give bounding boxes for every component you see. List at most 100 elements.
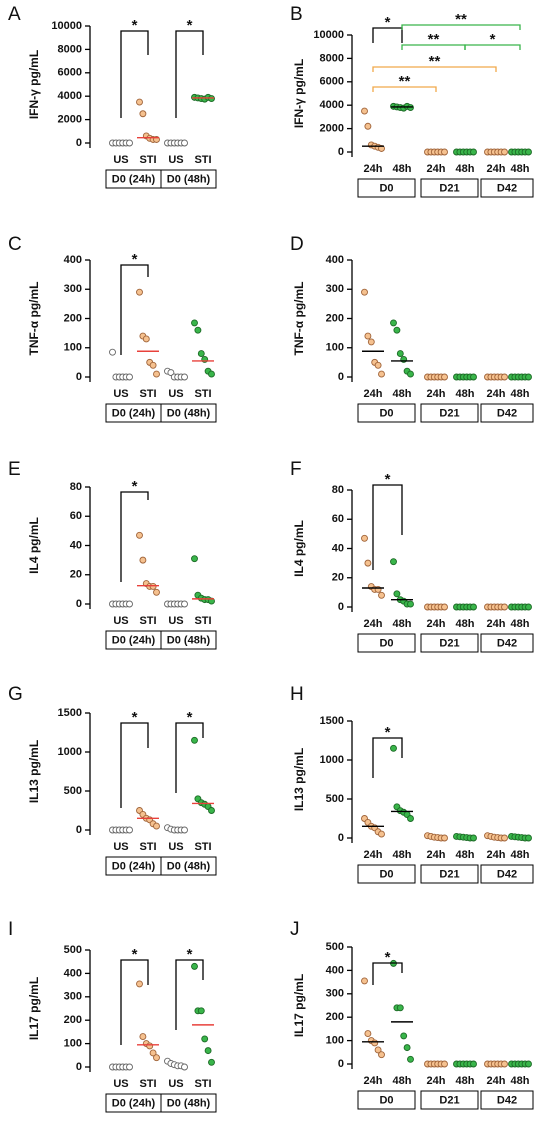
group-label: D0 — [379, 1094, 393, 1106]
x-tick-label: 48h — [456, 849, 475, 861]
panel-letter: B — [290, 4, 303, 25]
data-point — [149, 583, 157, 590]
significance-label: ** — [429, 53, 441, 70]
panel-letter: G — [8, 684, 23, 705]
y-tick-label: 400 — [64, 254, 82, 266]
x-tick-label: US — [113, 1078, 128, 1090]
y-tick-label: 0 — [338, 146, 344, 158]
x-tick-label: 48h — [456, 618, 475, 630]
y-tick-label: 60 — [70, 510, 82, 522]
y-tick-label: 10000 — [51, 20, 82, 32]
x-tick-label: STI — [194, 615, 211, 627]
data-point — [197, 1007, 205, 1015]
data-point — [181, 600, 188, 608]
significance-label: * — [132, 478, 138, 495]
x-tick-label: 24h — [364, 388, 383, 400]
data-point — [361, 288, 368, 296]
data-point — [181, 826, 188, 834]
data-point — [525, 373, 532, 381]
y-tick-label: 500 — [326, 793, 344, 805]
data-point — [371, 1039, 379, 1047]
y-tick-label: 0 — [338, 1058, 344, 1070]
y-tick-label: 6000 — [320, 76, 344, 88]
group-label: D0 (48h) — [167, 1097, 211, 1109]
data-point — [470, 834, 477, 842]
y-tick-label: 0 — [338, 371, 344, 383]
data-point — [153, 370, 160, 378]
group-label: D0 (24h) — [112, 860, 156, 872]
data-point — [149, 1049, 157, 1057]
x-tick-label: STI — [139, 154, 156, 166]
x-tick-label: US — [168, 388, 183, 400]
group-label: D0 — [379, 182, 393, 194]
x-tick-label: STI — [194, 841, 211, 853]
data-point — [470, 373, 477, 381]
group-box — [357, 1090, 416, 1110]
group-box — [357, 178, 416, 198]
x-tick-label: US — [113, 615, 128, 627]
group-label: D0 (24h) — [112, 634, 156, 646]
x-tick-label: 48h — [511, 163, 530, 175]
y-tick-label: 20 — [332, 572, 344, 584]
data-point — [407, 600, 414, 608]
data-point — [525, 1060, 532, 1068]
group-box — [480, 633, 534, 653]
data-point — [126, 139, 133, 147]
significance-bracket — [372, 66, 497, 72]
data-point — [126, 600, 133, 608]
y-tick-label: 1000 — [58, 746, 82, 758]
y-tick-label: 0 — [76, 824, 82, 836]
y-tick-label: 20 — [70, 569, 82, 581]
data-point — [525, 834, 532, 842]
data-point — [153, 822, 160, 830]
data-point — [109, 348, 116, 356]
group-box — [480, 178, 534, 198]
group-box — [357, 633, 416, 653]
y-tick-label: 100 — [326, 342, 344, 354]
y-axis-label: IL4 pg/mL — [27, 517, 41, 574]
y-tick-label: 40 — [332, 542, 344, 554]
data-point — [501, 834, 508, 842]
x-tick-label: STI — [139, 841, 156, 853]
data-point — [191, 962, 198, 970]
data-point — [378, 830, 385, 838]
x-tick-label: US — [113, 388, 128, 400]
y-axis-label: IL13 pg/mL — [292, 748, 306, 811]
group-box — [420, 403, 479, 423]
y-tick-label: 300 — [64, 991, 82, 1003]
group-label: D0 (48h) — [167, 407, 211, 419]
significance-bracket — [372, 737, 403, 778]
data-point — [364, 122, 372, 130]
data-point — [441, 373, 448, 381]
y-tick-label: 2000 — [320, 123, 344, 135]
group-label: D0 — [379, 637, 393, 649]
significance-label: * — [187, 17, 193, 34]
data-point — [167, 369, 175, 377]
group-box — [480, 1090, 534, 1110]
x-tick-label: 24h — [364, 1075, 383, 1087]
data-point — [181, 139, 188, 147]
data-point — [153, 588, 160, 596]
data-point — [136, 288, 143, 296]
group-label: D42 — [497, 637, 517, 649]
y-tick-label: 200 — [64, 312, 82, 324]
x-tick-label: 48h — [456, 388, 475, 400]
x-tick-label: US — [168, 615, 183, 627]
data-point — [393, 590, 401, 598]
group-label: D42 — [497, 1094, 517, 1106]
group-box — [420, 864, 479, 884]
x-tick-label: 48h — [393, 849, 412, 861]
significance-bracket — [120, 491, 149, 582]
y-tick-label: 8000 — [58, 43, 82, 55]
y-tick-label: 40 — [70, 539, 82, 551]
y-tick-label: 400 — [326, 964, 344, 976]
significance-label: ** — [428, 31, 440, 48]
data-point — [403, 1044, 411, 1052]
data-point — [139, 110, 147, 118]
y-tick-label: 6000 — [58, 67, 82, 79]
group-box — [420, 1090, 479, 1110]
significance-bracket — [175, 30, 204, 118]
data-point — [390, 319, 397, 327]
significance-bracket — [372, 86, 437, 92]
x-tick-label: 48h — [511, 849, 530, 861]
